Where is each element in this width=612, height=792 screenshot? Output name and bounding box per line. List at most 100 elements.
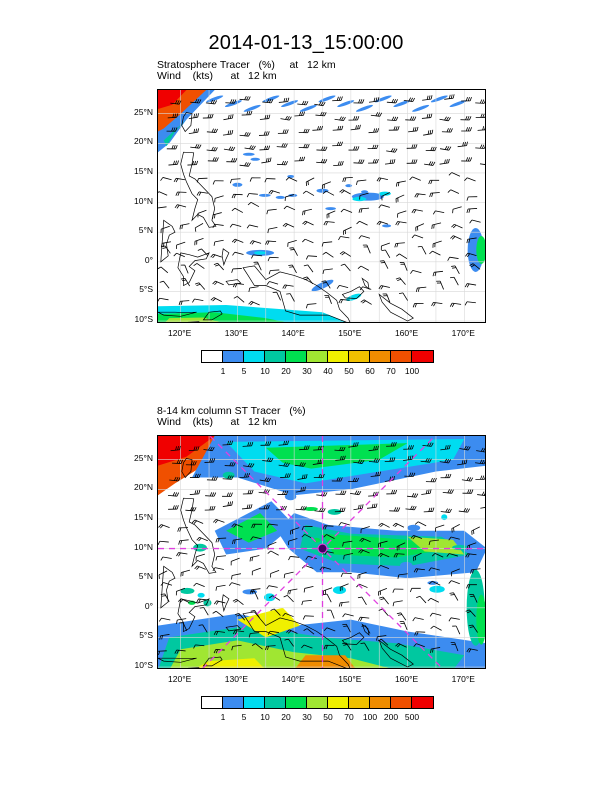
wind-barb xyxy=(266,281,279,285)
barb-flag xyxy=(465,97,468,102)
barb-flag xyxy=(232,283,236,288)
barb-shaft xyxy=(161,225,170,230)
barb-shaft xyxy=(395,194,405,200)
barb-flag xyxy=(430,625,434,629)
barb-flag xyxy=(409,116,413,121)
barb-flag xyxy=(393,99,396,103)
barb-shaft xyxy=(414,234,424,239)
barb-flag xyxy=(359,459,363,464)
wind-barb xyxy=(160,593,170,602)
barb-flag xyxy=(447,489,450,494)
barb-flag xyxy=(176,650,179,654)
barb-flag xyxy=(430,161,434,166)
wind-barb xyxy=(172,459,184,464)
wind-barb xyxy=(387,116,399,121)
barb-flag xyxy=(264,145,267,150)
barb-shaft xyxy=(386,101,396,104)
barb-flag xyxy=(343,555,345,560)
barb-flag xyxy=(193,113,196,118)
barb-flag xyxy=(158,651,161,656)
wind-barb xyxy=(464,177,476,182)
colorbar-swatch xyxy=(286,697,307,708)
barb-shaft xyxy=(232,268,242,270)
wind-barb xyxy=(448,580,460,585)
barb-flag xyxy=(373,458,377,463)
barb-flag xyxy=(432,146,435,151)
barb-shaft xyxy=(236,598,244,605)
barb-flag xyxy=(469,157,473,162)
barb-flag xyxy=(462,142,464,147)
barb-flag xyxy=(196,283,201,286)
barb-flag xyxy=(413,568,417,573)
wind-barb xyxy=(395,643,407,648)
barb-shaft xyxy=(467,283,477,286)
barb-flag xyxy=(411,209,415,213)
barb-flag xyxy=(213,519,217,523)
wind-barb xyxy=(175,191,187,196)
barb-flag xyxy=(244,132,247,136)
barb-flag xyxy=(430,648,432,653)
barb-flag xyxy=(340,490,343,495)
barb-flag xyxy=(394,243,397,248)
wind-barb xyxy=(384,457,396,463)
barb-flag xyxy=(319,445,322,450)
barb-flag xyxy=(395,253,400,257)
barb-flag xyxy=(466,208,469,213)
barb-flag xyxy=(263,131,266,136)
wind-barb xyxy=(386,98,398,104)
barb-shaft xyxy=(381,285,390,288)
barb-flag xyxy=(411,472,414,477)
tracer-streak xyxy=(243,104,261,112)
wind-barb xyxy=(196,177,208,183)
barb-flag xyxy=(317,126,320,131)
barb-flag xyxy=(484,506,485,508)
barb-flag xyxy=(265,646,267,651)
barb-flag xyxy=(214,519,219,524)
coastline xyxy=(225,625,242,632)
barb-flag xyxy=(451,265,456,267)
barb-flag xyxy=(283,440,286,445)
wind-barb xyxy=(376,177,388,182)
barb-shaft xyxy=(381,242,390,247)
wind-barb xyxy=(268,189,280,195)
barb-flag xyxy=(193,644,196,649)
barb-flag xyxy=(360,99,363,104)
barb-flag xyxy=(265,505,268,510)
barb-shaft xyxy=(215,610,224,617)
wind-barb xyxy=(295,505,307,511)
barb-flag xyxy=(282,223,287,227)
barb-flag xyxy=(265,131,268,136)
barb-flag xyxy=(301,474,304,479)
wind-barb xyxy=(242,489,254,495)
barb-flag xyxy=(250,504,253,509)
wind-barb xyxy=(175,587,186,596)
barb-shaft xyxy=(196,582,205,588)
barb-flag xyxy=(267,131,270,136)
colorbar-label: 20 xyxy=(281,712,291,722)
barb-flag xyxy=(234,612,240,616)
barb-flag xyxy=(354,490,358,495)
coastline xyxy=(160,219,176,263)
wind-barb xyxy=(396,542,406,551)
wind-barb xyxy=(448,617,460,622)
barb-flag xyxy=(446,553,450,557)
barb-flag xyxy=(480,447,484,452)
barb-flag xyxy=(301,526,304,531)
barb-flag xyxy=(377,458,381,463)
barb-flag xyxy=(429,250,433,255)
barb-flag xyxy=(339,446,342,451)
barb-flag xyxy=(173,476,177,481)
wind-barb xyxy=(430,625,442,631)
wind-barb xyxy=(413,568,425,573)
barb-flag xyxy=(267,229,269,234)
colorbar-label: 1 xyxy=(220,712,226,722)
barb-flag xyxy=(177,598,182,602)
wind-barb xyxy=(452,206,462,214)
barb-flag xyxy=(340,572,344,577)
barb-flag xyxy=(344,490,347,495)
barb-shaft xyxy=(366,244,371,254)
barb-flag xyxy=(427,458,430,463)
tracer-streak xyxy=(206,95,224,103)
wind-barb xyxy=(312,125,323,131)
barb-flag xyxy=(251,489,254,494)
